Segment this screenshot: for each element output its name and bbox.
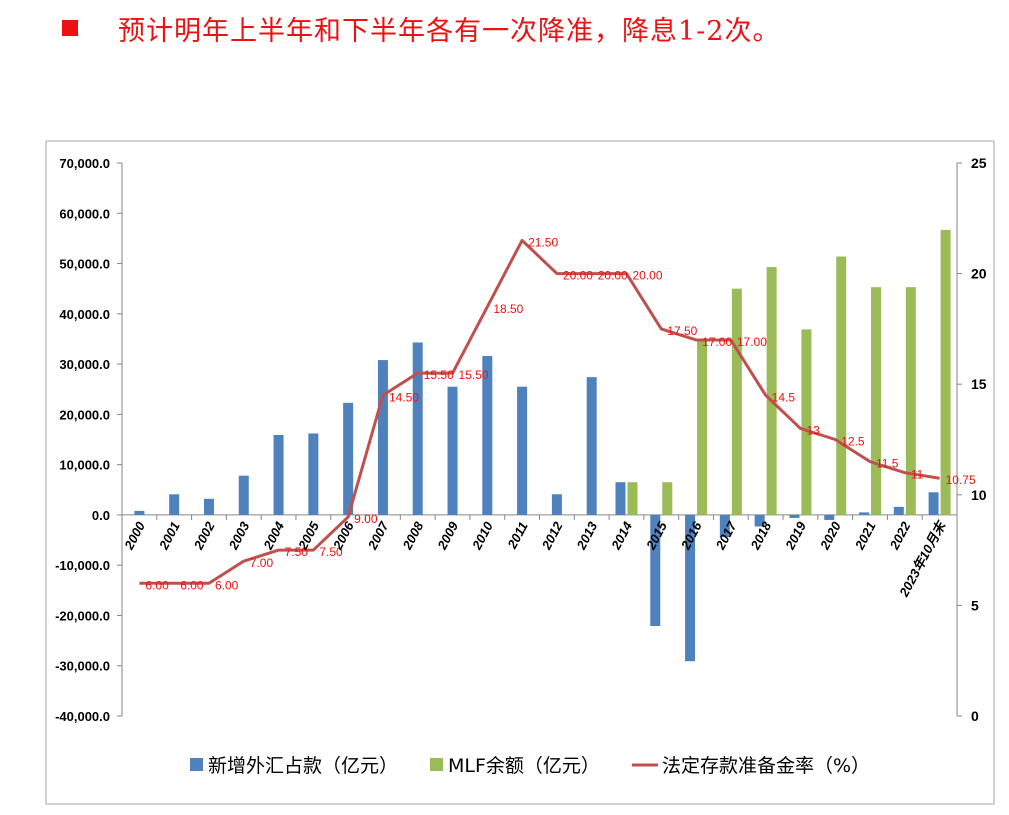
legend-label: MLF余额（亿元） bbox=[448, 755, 600, 777]
right-axis-tick-label: 25 bbox=[971, 155, 987, 171]
fx-bar bbox=[412, 342, 423, 515]
reserve-ratio-label: 15.50 bbox=[424, 368, 454, 382]
left-axis-tick-label: -30,000.0 bbox=[55, 659, 110, 674]
reserve-ratio-label: 10.75 bbox=[946, 473, 976, 487]
fx-bar bbox=[273, 434, 284, 515]
fx-bar bbox=[859, 512, 870, 515]
reserve-ratio-label: 7.50 bbox=[285, 545, 309, 559]
reserve-ratio-line bbox=[139, 238, 940, 585]
reserve-ratio-label: 11.5 bbox=[876, 457, 899, 471]
mlf-bar bbox=[871, 287, 882, 515]
fx-bar bbox=[308, 433, 319, 515]
left-axis-tick-label: 60,000.0 bbox=[59, 206, 110, 221]
reserve-ratio-label: 6.00 bbox=[180, 578, 204, 592]
bullet-square-icon bbox=[62, 20, 78, 36]
reserve-ratio-label: 12.5 bbox=[841, 435, 865, 449]
fx-bar bbox=[203, 498, 214, 515]
fx-bar bbox=[517, 386, 528, 515]
fx-bar bbox=[238, 475, 249, 515]
mlf-bar bbox=[766, 267, 777, 515]
reserve-ratio-label: 15.50 bbox=[459, 368, 489, 382]
fx-bar bbox=[343, 402, 354, 515]
mlf-bar bbox=[731, 288, 742, 515]
reserve-ratio-label: 6.00 bbox=[145, 578, 169, 592]
fx-bar bbox=[551, 494, 562, 515]
fx-bar bbox=[377, 360, 388, 515]
reserve-ratio-label: 17.50 bbox=[667, 324, 697, 338]
fx-bar bbox=[615, 482, 626, 515]
fx-bar bbox=[482, 356, 493, 515]
reserve-ratio-label: 6.00 bbox=[215, 578, 239, 592]
mlf-bar bbox=[662, 482, 673, 515]
reserve-ratio-label: 17.00 bbox=[737, 335, 767, 349]
reserve-ratio-label: 20.00 bbox=[563, 269, 593, 283]
fx-bar bbox=[719, 514, 730, 538]
left-axis-tick-label: 20,000.0 bbox=[59, 407, 110, 422]
left-axis-tick-label: 10,000.0 bbox=[59, 458, 110, 473]
fx-bar bbox=[447, 386, 458, 515]
fx-bar bbox=[824, 514, 835, 520]
fx-bar bbox=[134, 510, 145, 515]
mlf-bar bbox=[836, 256, 847, 515]
legend-swatch bbox=[430, 758, 443, 771]
fx-bar bbox=[685, 514, 696, 662]
left-axis-tick-label: 70,000.0 bbox=[59, 156, 110, 171]
right-axis-tick-label: 10 bbox=[971, 487, 987, 503]
mlf-bar bbox=[627, 482, 638, 515]
reserve-ratio-label: 14.5 bbox=[772, 390, 796, 404]
reserve-ratio-label: 9.00 bbox=[354, 512, 378, 526]
left-axis-tick-label: -40,000.0 bbox=[55, 709, 110, 724]
reserve-ratio-label: 18.50 bbox=[493, 302, 523, 316]
fx-bar bbox=[650, 514, 661, 627]
fx-bar bbox=[928, 492, 939, 515]
reserve-ratio-label: 20.00 bbox=[598, 269, 628, 283]
legend-label: 法定存款准备金率（%） bbox=[662, 755, 870, 777]
headline-text: 预计明年上半年和下半年各有一次降准，降息1-2次。 bbox=[118, 15, 781, 47]
reserve-ratio-label: 13 bbox=[806, 423, 820, 437]
fx-bar bbox=[169, 494, 180, 515]
fx-bar bbox=[789, 514, 800, 518]
fx-bar bbox=[893, 506, 904, 515]
mlf-bar bbox=[697, 341, 708, 515]
left-axis-tick-label: 0.0 bbox=[92, 508, 110, 523]
mlf-bar bbox=[940, 229, 951, 515]
mlf-bar bbox=[905, 287, 916, 515]
reserve-ratio-label: 7.50 bbox=[319, 545, 343, 559]
headline-row: 预计明年上半年和下半年各有一次降准，降息1-2次。 bbox=[62, 8, 780, 48]
fx-bar bbox=[754, 514, 765, 527]
legend-label: 新增外汇占款（亿元） bbox=[208, 755, 398, 777]
right-axis-tick-label: 15 bbox=[971, 376, 987, 392]
left-axis-tick-label: -10,000.0 bbox=[55, 558, 110, 573]
left-axis-tick-label: 40,000.0 bbox=[59, 307, 110, 322]
right-axis-tick-label: 20 bbox=[971, 266, 987, 282]
reserve-ratio-label: 20.00 bbox=[632, 269, 662, 283]
left-axis-tick-label: 50,000.0 bbox=[59, 257, 110, 272]
reserve-ratio-label: 21.50 bbox=[528, 235, 558, 249]
mlf-bar bbox=[801, 329, 812, 515]
legend: 新增外汇占款（亿元） MLF余额（亿元） 法定存款准备金率（%） bbox=[190, 755, 870, 777]
right-axis-tick-label: 5 bbox=[971, 597, 979, 613]
reserve-ratio-label: 7.00 bbox=[250, 556, 274, 570]
reserve-ratio-label: 14.50 bbox=[389, 390, 419, 404]
legend-swatch bbox=[190, 758, 203, 771]
left-axis-tick-label: -20,000.0 bbox=[55, 608, 110, 623]
reserve-ratio-label: 17.00 bbox=[702, 335, 732, 349]
left-axis-tick-label: 30,000.0 bbox=[59, 357, 110, 372]
right-axis-tick-label: 0 bbox=[971, 708, 979, 724]
fx-bar bbox=[586, 377, 597, 515]
reserve-ratio-label: 11 bbox=[911, 468, 924, 482]
